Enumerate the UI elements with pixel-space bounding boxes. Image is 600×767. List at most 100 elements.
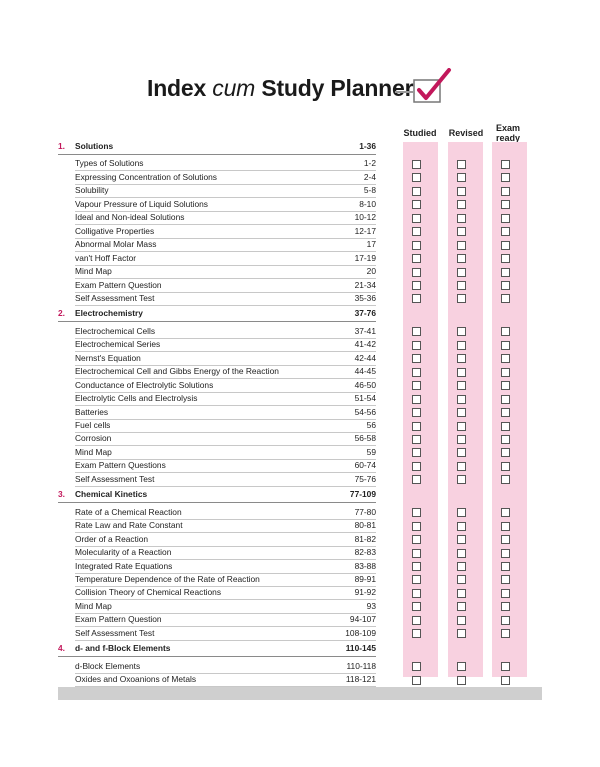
exam-ready-checkbox[interactable] [501, 186, 510, 196]
exam-ready-checkbox[interactable] [501, 675, 510, 685]
revised-checkbox[interactable] [457, 200, 466, 210]
revised-checkbox[interactable] [457, 281, 466, 290]
revised-checkbox[interactable] [457, 508, 466, 518]
exam-ready-checkbox[interactable] [501, 461, 510, 471]
revised-checkbox[interactable] [457, 588, 466, 598]
revised-checkbox[interactable] [457, 367, 466, 377]
exam-ready-checkbox[interactable] [501, 434, 510, 444]
exam-ready-checkbox[interactable] [501, 475, 510, 485]
exam-ready-checkbox[interactable] [501, 227, 510, 237]
studied-checkbox[interactable] [412, 186, 421, 196]
exam-ready-checkbox[interactable] [501, 340, 510, 350]
studied-checkbox[interactable] [412, 508, 421, 518]
revised-checkbox[interactable] [457, 240, 466, 250]
revised-checkbox[interactable] [457, 213, 466, 223]
revised-checkbox[interactable] [457, 186, 466, 196]
revised-checkbox[interactable] [457, 421, 466, 431]
studied-checkbox[interactable] [412, 461, 421, 471]
studied-checkbox[interactable] [412, 662, 421, 672]
revised-checkbox[interactable] [457, 340, 466, 350]
revised-checkbox[interactable] [457, 267, 466, 277]
revised-checkbox[interactable] [457, 381, 466, 391]
exam-ready-checkbox[interactable] [501, 367, 510, 377]
studied-checkbox[interactable] [412, 327, 421, 337]
revised-checkbox[interactable] [457, 173, 466, 183]
studied-checkbox[interactable] [412, 475, 421, 485]
exam-ready-checkbox[interactable] [501, 408, 510, 418]
studied-checkbox[interactable] [412, 421, 421, 431]
exam-ready-checkbox[interactable] [501, 381, 510, 391]
studied-checkbox[interactable] [412, 240, 421, 250]
revised-checkbox[interactable] [457, 448, 466, 458]
studied-checkbox[interactable] [412, 548, 421, 558]
revised-checkbox[interactable] [457, 159, 466, 169]
revised-checkbox[interactable] [457, 475, 466, 485]
exam-ready-checkbox[interactable] [501, 327, 510, 337]
exam-ready-checkbox[interactable] [501, 602, 510, 612]
studied-checkbox[interactable] [412, 367, 421, 377]
studied-checkbox[interactable] [412, 448, 421, 458]
revised-checkbox[interactable] [457, 254, 466, 264]
exam-ready-checkbox[interactable] [501, 521, 510, 531]
exam-ready-checkbox[interactable] [501, 508, 510, 518]
studied-checkbox[interactable] [412, 575, 421, 585]
studied-checkbox[interactable] [412, 434, 421, 444]
exam-ready-checkbox[interactable] [501, 448, 510, 458]
revised-checkbox[interactable] [457, 394, 466, 404]
exam-ready-checkbox[interactable] [501, 173, 510, 183]
exam-ready-checkbox[interactable] [501, 535, 510, 545]
revised-checkbox[interactable] [457, 434, 466, 444]
studied-checkbox[interactable] [412, 340, 421, 350]
studied-checkbox[interactable] [412, 200, 421, 210]
studied-checkbox[interactable] [412, 675, 421, 685]
exam-ready-checkbox[interactable] [501, 421, 510, 431]
exam-ready-checkbox[interactable] [501, 213, 510, 223]
studied-checkbox[interactable] [412, 354, 421, 364]
revised-checkbox[interactable] [457, 615, 466, 625]
studied-checkbox[interactable] [412, 588, 421, 598]
revised-checkbox[interactable] [457, 548, 466, 558]
revised-checkbox[interactable] [457, 602, 466, 612]
revised-checkbox[interactable] [457, 662, 466, 672]
revised-checkbox[interactable] [457, 408, 466, 418]
exam-ready-checkbox[interactable] [501, 394, 510, 404]
exam-ready-checkbox[interactable] [501, 548, 510, 558]
studied-checkbox[interactable] [412, 267, 421, 277]
studied-checkbox[interactable] [412, 394, 421, 404]
exam-ready-checkbox[interactable] [501, 240, 510, 250]
revised-checkbox[interactable] [457, 629, 466, 639]
exam-ready-checkbox[interactable] [501, 354, 510, 364]
exam-ready-checkbox[interactable] [501, 254, 510, 264]
exam-ready-checkbox[interactable] [501, 588, 510, 598]
exam-ready-checkbox[interactable] [501, 562, 510, 571]
exam-ready-checkbox[interactable] [501, 294, 510, 304]
studied-checkbox[interactable] [412, 213, 421, 223]
studied-checkbox[interactable] [412, 615, 421, 625]
studied-checkbox[interactable] [412, 173, 421, 183]
studied-checkbox[interactable] [412, 535, 421, 545]
revised-checkbox[interactable] [457, 327, 466, 337]
studied-checkbox[interactable] [412, 562, 421, 571]
studied-checkbox[interactable] [412, 521, 421, 531]
revised-checkbox[interactable] [457, 675, 466, 685]
studied-checkbox[interactable] [412, 281, 421, 290]
revised-checkbox[interactable] [457, 354, 466, 364]
studied-checkbox[interactable] [412, 602, 421, 612]
revised-checkbox[interactable] [457, 535, 466, 545]
revised-checkbox[interactable] [457, 461, 466, 471]
exam-ready-checkbox[interactable] [501, 629, 510, 639]
exam-ready-checkbox[interactable] [501, 159, 510, 169]
exam-ready-checkbox[interactable] [501, 662, 510, 672]
studied-checkbox[interactable] [412, 159, 421, 169]
studied-checkbox[interactable] [412, 408, 421, 418]
revised-checkbox[interactable] [457, 227, 466, 237]
revised-checkbox[interactable] [457, 521, 466, 531]
exam-ready-checkbox[interactable] [501, 615, 510, 625]
studied-checkbox[interactable] [412, 381, 421, 391]
exam-ready-checkbox[interactable] [501, 281, 510, 290]
exam-ready-checkbox[interactable] [501, 575, 510, 585]
studied-checkbox[interactable] [412, 294, 421, 304]
studied-checkbox[interactable] [412, 254, 421, 264]
exam-ready-checkbox[interactable] [501, 267, 510, 277]
revised-checkbox[interactable] [457, 294, 466, 304]
